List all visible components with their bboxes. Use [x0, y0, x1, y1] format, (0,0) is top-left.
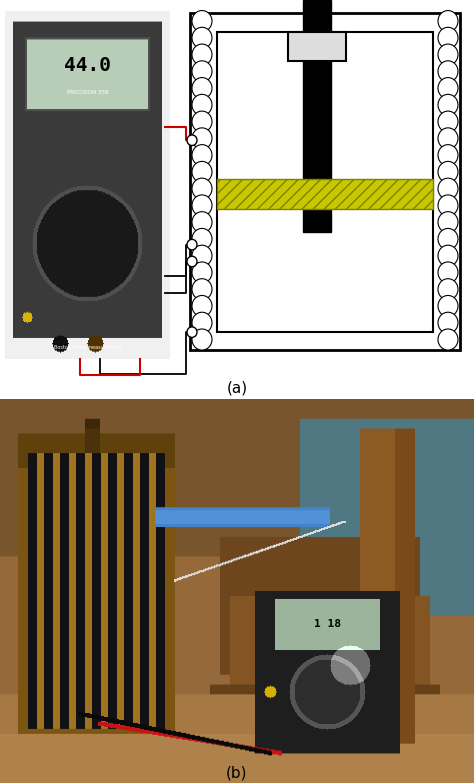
Circle shape: [192, 111, 212, 132]
Circle shape: [192, 329, 212, 350]
Circle shape: [438, 78, 458, 99]
Circle shape: [438, 111, 458, 132]
Circle shape: [187, 256, 197, 267]
Circle shape: [192, 211, 212, 233]
Circle shape: [192, 145, 212, 166]
Circle shape: [192, 128, 212, 149]
Circle shape: [438, 161, 458, 182]
Circle shape: [438, 229, 458, 250]
Circle shape: [438, 61, 458, 82]
Circle shape: [192, 161, 212, 182]
Circle shape: [192, 44, 212, 65]
Circle shape: [192, 179, 212, 199]
Bar: [217, 31, 433, 332]
Circle shape: [438, 295, 458, 316]
Circle shape: [187, 240, 197, 250]
Circle shape: [438, 179, 458, 199]
Circle shape: [192, 262, 212, 283]
Text: PRECISION 35B: PRECISION 35B: [67, 90, 109, 96]
Circle shape: [438, 245, 458, 266]
Circle shape: [438, 94, 458, 115]
Circle shape: [438, 27, 458, 49]
Circle shape: [438, 312, 458, 334]
Circle shape: [192, 295, 212, 316]
Text: 1 18: 1 18: [315, 619, 341, 629]
Circle shape: [192, 245, 212, 266]
Text: 44.0: 44.0: [64, 56, 111, 75]
Circle shape: [192, 61, 212, 82]
Circle shape: [438, 44, 458, 65]
Circle shape: [192, 27, 212, 49]
Circle shape: [192, 195, 212, 216]
Circle shape: [438, 195, 458, 216]
Circle shape: [438, 329, 458, 350]
Circle shape: [438, 279, 458, 300]
Bar: [190, 13, 460, 350]
Bar: [303, 0, 331, 232]
Circle shape: [438, 10, 458, 31]
Circle shape: [192, 279, 212, 300]
Circle shape: [438, 211, 458, 233]
Text: Boston Eleka measurement: Boston Eleka measurement: [54, 345, 122, 351]
Text: (a): (a): [227, 381, 247, 395]
Circle shape: [192, 229, 212, 250]
Circle shape: [192, 10, 212, 31]
Circle shape: [438, 145, 458, 166]
Circle shape: [192, 312, 212, 334]
Circle shape: [438, 128, 458, 149]
Circle shape: [438, 262, 458, 283]
Circle shape: [187, 327, 197, 337]
Text: (b): (b): [226, 766, 248, 781]
Circle shape: [192, 78, 212, 99]
Circle shape: [192, 94, 212, 115]
Bar: [288, 31, 346, 61]
Bar: [217, 179, 433, 209]
Circle shape: [187, 135, 197, 146]
